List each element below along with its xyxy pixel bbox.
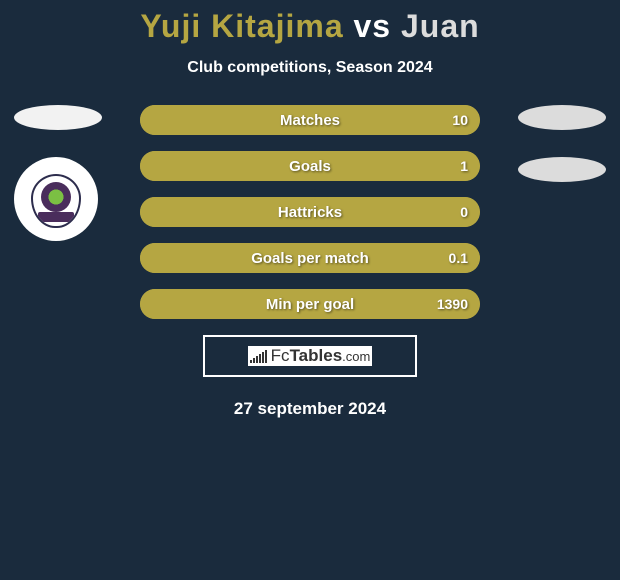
stat-row: Min per goal 1390	[140, 289, 480, 319]
stat-row: Matches 10	[140, 105, 480, 135]
fctables-logo[interactable]: FcTables.com	[203, 335, 417, 377]
subtitle: Club competitions, Season 2024	[0, 59, 620, 77]
stat-label: Goals	[289, 158, 331, 175]
stat-label: Min per goal	[266, 296, 354, 313]
page-title: Yuji Kitajima vs Juan	[0, 0, 620, 45]
stat-value-right: 1390	[437, 296, 468, 312]
player2-club-badge-placeholder	[518, 157, 606, 182]
stat-row: Goals per match 0.1	[140, 243, 480, 273]
stat-label: Matches	[280, 112, 340, 129]
stat-rows: Matches 10 Goals 1 Hattricks 0 Goals per match…	[140, 105, 480, 319]
logo-com: .com	[342, 349, 370, 364]
logo-tables: Tables	[290, 346, 343, 366]
stat-value-right: 10	[452, 112, 468, 128]
player1-avatar-placeholder	[14, 105, 102, 130]
stat-label: Goals per match	[251, 250, 369, 267]
stats-area: Matches 10 Goals 1 Hattricks 0 Goals per match…	[0, 105, 620, 319]
player1-name: Yuji Kitajima	[140, 8, 343, 44]
stat-row: Goals 1	[140, 151, 480, 181]
logo-fc: Fc	[271, 346, 290, 366]
date-text: 27 september 2024	[0, 399, 620, 419]
vs-text: vs	[354, 8, 392, 44]
stat-label: Hattricks	[278, 204, 342, 221]
stat-value-right: 0	[460, 204, 468, 220]
stat-value-right: 0.1	[449, 250, 468, 266]
player1-club-badge	[14, 157, 98, 241]
stat-row: Hattricks 0	[140, 197, 480, 227]
player2-avatar-placeholder	[518, 105, 606, 130]
stat-value-right: 1	[460, 158, 468, 174]
club-crest-icon	[31, 174, 81, 224]
player2-name: Juan	[401, 8, 480, 44]
logo-bars-icon	[250, 349, 267, 363]
